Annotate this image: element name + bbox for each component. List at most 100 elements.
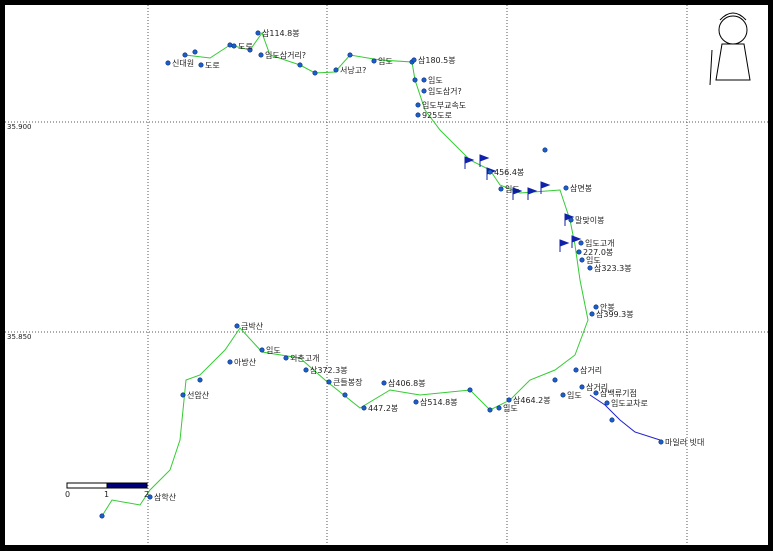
waypoint-dot — [604, 400, 610, 406]
track-end — [589, 394, 661, 441]
waypoint-dot — [255, 30, 261, 36]
waypoint-label: 삼학산 — [154, 492, 177, 502]
waypoint-dot — [413, 399, 419, 405]
waypoint-dot — [381, 380, 387, 386]
mascot — [709, 12, 751, 86]
waypoint-label: 삼거리 — [580, 365, 602, 375]
waypoint-dot — [192, 49, 198, 55]
waypoint-dot — [498, 186, 504, 192]
waypoint-dot — [227, 359, 233, 365]
waypoint-label: 삼거리 — [586, 382, 608, 392]
flag — [527, 187, 538, 200]
waypoint-dot — [658, 439, 664, 445]
waypoint-label: 삼406.8봉 — [388, 378, 426, 388]
flags — [464, 154, 582, 252]
waypoint-dot — [303, 367, 309, 373]
waypoint-label: 임도 — [428, 76, 443, 85]
lat-label: 35.850 — [7, 333, 32, 341]
waypoint-label: 도로 — [238, 42, 253, 51]
waypoint-dot — [487, 169, 493, 175]
waypoint-dot — [297, 62, 303, 68]
waypoint-dot — [361, 405, 367, 411]
waypoint-label: 삼464.2봉 — [513, 395, 551, 405]
waypoint-dot — [99, 513, 105, 519]
waypoint-label: 임도 — [586, 256, 601, 265]
flag — [479, 154, 490, 167]
map-area — [5, 5, 768, 545]
waypoint-label: 임도삼거? — [428, 86, 462, 96]
waypoint-dot — [563, 185, 569, 191]
waypoint-dot — [609, 417, 615, 423]
waypoint-label: 아방산 — [234, 357, 257, 367]
waypoint-dot — [560, 392, 566, 398]
waypoint-label: 안봉 — [600, 302, 615, 312]
waypoint-dot — [333, 67, 339, 73]
track — [101, 31, 589, 517]
waypoint-dot — [147, 494, 153, 500]
grid — [5, 5, 768, 545]
waypoint-label: 임도 — [266, 346, 281, 355]
waypoint-label: 임도부교속도 — [422, 101, 466, 110]
waypoint-dot — [593, 390, 599, 396]
waypoint-label: 임도 — [505, 185, 520, 194]
waypoint-dot — [568, 217, 574, 223]
waypoint-label: 도로 — [205, 61, 220, 70]
waypoint-label: 227.0봉 — [583, 248, 613, 257]
waypoint-label: 선암산 — [187, 390, 210, 400]
waypoint-dot — [579, 384, 585, 390]
waypoint-label: 금박산 — [241, 321, 264, 331]
flag — [571, 235, 582, 248]
waypoint-dot — [198, 62, 204, 68]
lat-label: 35.900 — [7, 123, 32, 131]
scale-label: 1 — [104, 490, 109, 499]
waypoint-dot — [587, 265, 593, 271]
flag — [512, 187, 523, 200]
waypoint-label: 삼514.8봉 — [420, 397, 458, 407]
waypoint-dot — [467, 387, 473, 393]
waypoint-dot — [421, 77, 427, 83]
waypoint-label: 임도고개 — [585, 238, 614, 248]
waypoint-dot — [259, 347, 265, 353]
mascot-cane — [709, 49, 713, 86]
waypoint-dot — [182, 52, 188, 58]
waypoint-dot — [180, 392, 186, 398]
waypoint-label: 삼180.5봉 — [418, 55, 456, 65]
mascot-body — [715, 43, 751, 81]
mascot-hair — [719, 12, 747, 21]
waypoint-dot — [421, 88, 427, 94]
waypoint-label: 삼399.3봉 — [596, 309, 634, 319]
waypoint-dot — [578, 240, 584, 246]
waypoint-label: 말맞이봉 — [575, 215, 604, 225]
waypoint-label: 삼372.3봉 — [310, 365, 348, 375]
waypoint-label: 서낭고? — [340, 65, 366, 75]
waypoint-dot — [552, 377, 558, 383]
waypoint-dot — [496, 405, 502, 411]
flag — [540, 181, 551, 194]
waypoint-dot — [258, 52, 264, 58]
waypoint-dot — [283, 355, 289, 361]
waypoint-label: 임도 — [503, 404, 518, 413]
waypoint-dot — [312, 70, 318, 76]
waypoint-label: 삼323.3봉 — [594, 263, 632, 273]
waypoint-dot — [197, 377, 203, 383]
waypoint-dot — [412, 77, 418, 83]
waypoint-dot — [231, 43, 237, 49]
waypoint-label: 외촌고개 — [290, 353, 319, 363]
waypoint-label: 임도 — [378, 57, 393, 66]
waypoint-dot — [342, 392, 348, 398]
waypoint-dot — [411, 57, 417, 63]
waypoint-dot — [227, 42, 233, 48]
waypoint-dot — [347, 52, 353, 58]
waypoint-dot — [576, 249, 582, 255]
scale-segment — [106, 482, 148, 489]
waypoint-label: 마일러 빗대 — [665, 438, 704, 447]
scale-bar: 0 1 2 — [65, 482, 149, 499]
waypoint-dot — [234, 323, 240, 329]
waypoint-dot — [573, 367, 579, 373]
waypoint-dot — [415, 112, 421, 118]
waypoint-dot — [247, 47, 253, 53]
flag — [559, 239, 570, 252]
waypoint-label: 456.4봉 — [494, 168, 524, 177]
waypoint-label: 신대원 — [172, 59, 194, 68]
scale-segment — [66, 482, 108, 489]
